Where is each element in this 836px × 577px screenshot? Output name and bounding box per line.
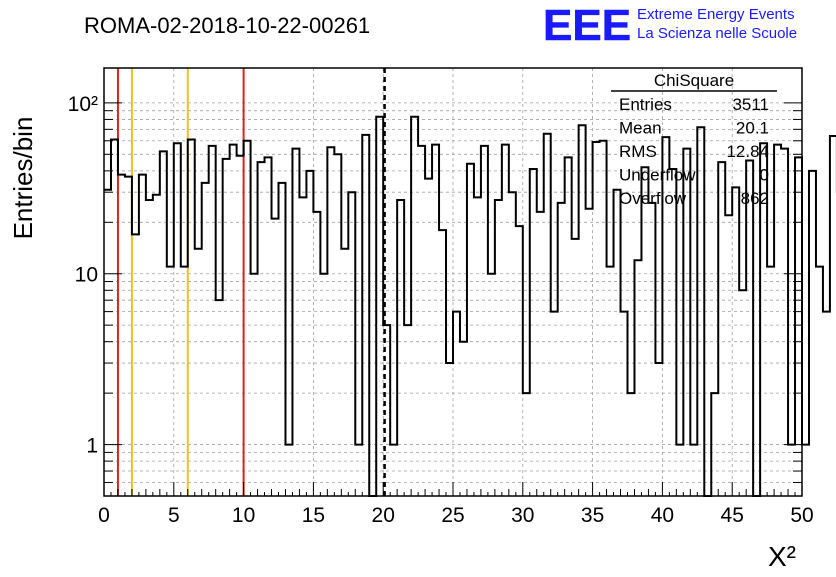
- chart-title: ROMA-02-2018-10-22-00261: [84, 13, 370, 38]
- stats-box: ChiSquare Entries 3511 Mean 20.1 RMS 12.84 Und…: [611, 71, 777, 208]
- y-tick-label: 10²: [68, 93, 98, 116]
- y-tick-label: 1: [86, 435, 98, 458]
- x-tick-label: 30: [511, 504, 534, 527]
- stats-row-value: 20.1: [736, 119, 769, 138]
- x-tick-label: 35: [581, 504, 604, 527]
- y-axis-label: Entries/bin: [8, 117, 38, 240]
- stats-row-value: 862: [741, 189, 769, 208]
- x-tick-label: 50: [790, 504, 813, 527]
- stats-box-title: ChiSquare: [654, 71, 734, 90]
- y-tick-label: 10: [75, 264, 98, 287]
- stats-row-label: RMS: [619, 142, 657, 161]
- x-tick-label: 10: [232, 504, 255, 527]
- x-tick-label: 45: [721, 504, 744, 527]
- eee-logo: EEE: [543, 1, 631, 50]
- x-tick-label: 25: [441, 504, 464, 527]
- histogram-step-line: [104, 115, 836, 497]
- stats-row-label: Entries: [619, 95, 672, 114]
- logo-subtitle-line1: Extreme Energy Events: [637, 6, 795, 23]
- x-tick-label: 15: [302, 504, 325, 527]
- stats-row-value: 12.84: [726, 142, 769, 161]
- x-tick-label: 0: [98, 504, 110, 527]
- stats-rows: Entries 3511 Mean 20.1 RMS 12.84 Underflow 0 Ove…: [619, 95, 769, 208]
- x-tick-label: 40: [651, 504, 674, 527]
- stats-row-value: 3511: [732, 95, 769, 114]
- x-tick-label: 20: [372, 504, 395, 527]
- stats-row-value: 0: [760, 166, 769, 185]
- stats-row-label: Mean: [619, 119, 662, 138]
- x-axis-label: X²: [768, 541, 796, 572]
- stats-row-label: Underflow: [619, 166, 696, 185]
- stats-row-label: Overflow: [619, 189, 687, 208]
- x-tick-label: 5: [168, 504, 180, 527]
- logo-subtitle-line2: La Scienza nelle Scuole: [637, 25, 797, 42]
- axis-ticks: 0 5 10 15 20 25 30 35 40 45 50 1 10 10²: [68, 93, 814, 527]
